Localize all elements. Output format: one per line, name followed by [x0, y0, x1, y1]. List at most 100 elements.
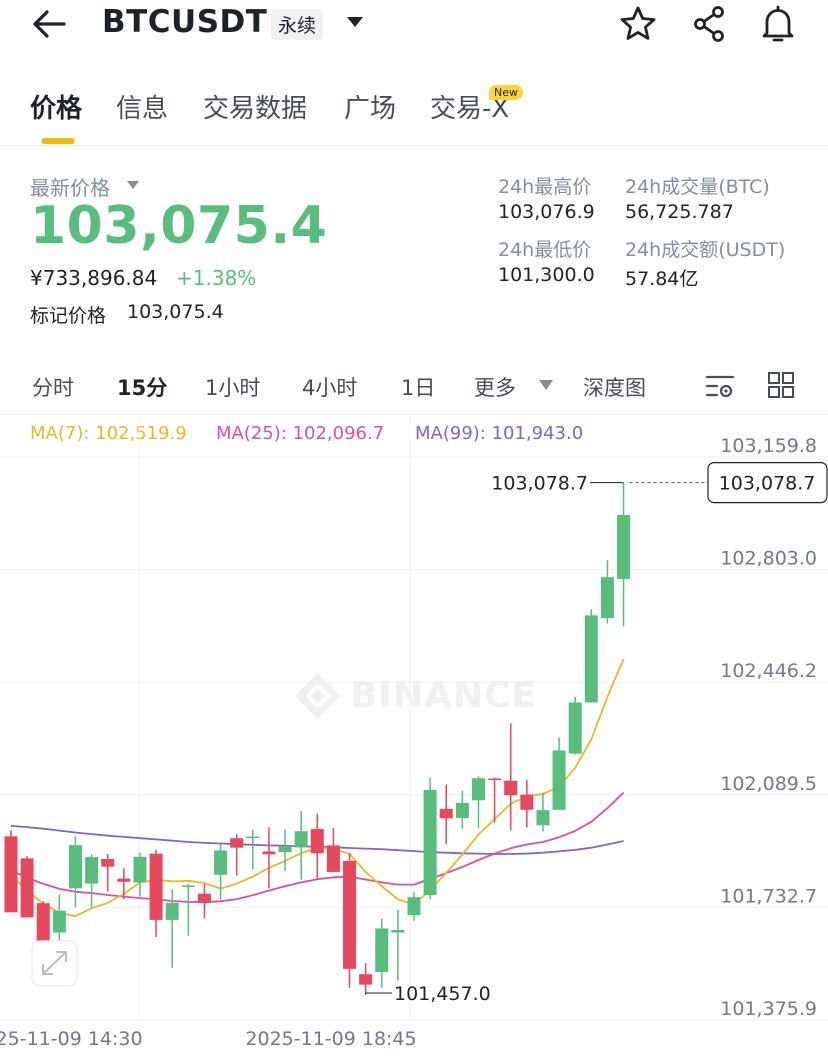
- candle: [536, 792, 550, 832]
- price-cny: ¥733,896.84: [30, 266, 158, 290]
- new-badge: New: [489, 85, 523, 100]
- turnover-24h-label: 24h成交额(USDT): [625, 239, 786, 261]
- candle-body: [600, 577, 614, 619]
- candle-body: [375, 928, 389, 972]
- share-icon[interactable]: [688, 2, 732, 46]
- low-24h-value: 101,300.0: [498, 264, 595, 286]
- candle: [326, 828, 340, 872]
- high-24h-value: 103,076.9: [498, 201, 595, 223]
- candle: [4, 830, 18, 913]
- expand-icon[interactable]: [31, 940, 78, 987]
- candle: [197, 883, 211, 919]
- candle: [133, 852, 147, 897]
- depth-chart-tab[interactable]: 深度图: [583, 376, 646, 400]
- candle-body: [455, 802, 469, 818]
- last-price: 103,075.4: [30, 196, 328, 256]
- candle-body: [68, 845, 82, 889]
- divider: [0, 414, 828, 415]
- candle-body: [4, 836, 18, 913]
- back-arrow-icon[interactable]: [30, 6, 70, 42]
- high-24h-label: 24h最高价: [498, 176, 592, 198]
- candle: [471, 776, 485, 828]
- x-tick-label: 2025-11-09 14:30: [0, 1028, 143, 1050]
- binance-logo-icon: [295, 673, 341, 719]
- candle: [600, 560, 614, 624]
- candle-body: [101, 859, 115, 867]
- interval-more[interactable]: 更多: [474, 376, 516, 400]
- candle: [294, 811, 308, 880]
- interval-1d[interactable]: 1日: [401, 376, 436, 400]
- candle-body: [552, 750, 566, 810]
- candle: [52, 894, 66, 947]
- price-change: +1.38%: [176, 266, 257, 290]
- low-24h-label: 24h最低价: [498, 239, 592, 261]
- last-price-tag: 103,078.7: [719, 473, 816, 495]
- candle-body: [310, 829, 324, 854]
- ma7-legend: MA(7): 102,519.9: [30, 423, 187, 444]
- candle: [181, 883, 195, 936]
- tab-info[interactable]: 信息: [116, 94, 169, 124]
- candle: [520, 779, 534, 828]
- candle: [343, 853, 357, 988]
- candlestick-chart[interactable]: BINANCE 103,078.7 103,078.7 101,457.0 2025…: [0, 415, 828, 1064]
- candle: [101, 853, 115, 892]
- candle: [149, 849, 163, 937]
- candle-body: [471, 778, 485, 801]
- candle: [568, 696, 582, 755]
- y-tick-label: 101,732.7: [720, 885, 817, 907]
- interval-timeline[interactable]: 分时: [32, 376, 74, 400]
- candle-body: [536, 810, 550, 826]
- tab-square[interactable]: 广场: [344, 94, 397, 124]
- ma99-legend: MA(99): 101,943.0: [415, 423, 584, 444]
- candle-body: [20, 858, 34, 918]
- interval-15m[interactable]: 15分: [117, 376, 168, 400]
- y-tick-label: 102,803.0: [720, 548, 817, 570]
- candle-body: [407, 897, 421, 916]
- low-price-label: 101,457.0: [394, 983, 491, 1005]
- caret-down-icon[interactable]: [126, 180, 140, 190]
- layout-grid-icon[interactable]: [766, 370, 796, 400]
- ma25-line: [10, 791, 625, 904]
- high-price-label: 103,078.7: [491, 473, 588, 495]
- candle-body: [359, 974, 373, 985]
- last-price-label[interactable]: 最新价格: [30, 176, 110, 200]
- divider: [0, 145, 828, 146]
- candle: [246, 829, 260, 870]
- candle-body: [262, 851, 276, 855]
- candle: [68, 836, 82, 908]
- symbol-title[interactable]: BTCUSDT: [102, 4, 268, 40]
- y-tick-label: 103,159.8: [720, 435, 817, 457]
- ma25-legend: MA(25): 102,096.7: [216, 423, 385, 444]
- caret-down-icon[interactable]: [538, 379, 554, 391]
- candle-body: [117, 878, 131, 882]
- candle-body: [568, 702, 582, 754]
- binance-watermark: BINANCE: [350, 675, 537, 716]
- contract-type-badge: 永续: [271, 9, 324, 40]
- interval-1h[interactable]: 1小时: [205, 376, 261, 400]
- candle-body: [423, 789, 437, 895]
- bell-icon[interactable]: [756, 2, 800, 46]
- candle: [230, 834, 244, 876]
- star-icon[interactable]: [616, 2, 660, 46]
- active-tab-indicator: [42, 138, 74, 144]
- candle: [165, 889, 179, 968]
- candle-body: [584, 615, 598, 703]
- candle: [423, 777, 437, 900]
- candle: [407, 892, 421, 921]
- candle-body: [181, 885, 195, 888]
- candle-body: [149, 853, 163, 920]
- candle: [310, 813, 324, 879]
- candle: [20, 856, 34, 918]
- tab-price[interactable]: 价格: [30, 94, 83, 124]
- candle: [439, 784, 453, 845]
- candle: [359, 963, 373, 995]
- interval-4h[interactable]: 4小时: [302, 376, 358, 400]
- candle-body: [133, 856, 147, 883]
- candle-body: [246, 836, 260, 839]
- candle-body: [294, 831, 308, 848]
- tab-trading-data[interactable]: 交易数据: [203, 94, 308, 124]
- candle-body: [52, 910, 66, 933]
- chevron-down-icon[interactable]: [345, 14, 365, 30]
- candle-body: [391, 930, 405, 933]
- chart-settings-icon[interactable]: [704, 370, 736, 402]
